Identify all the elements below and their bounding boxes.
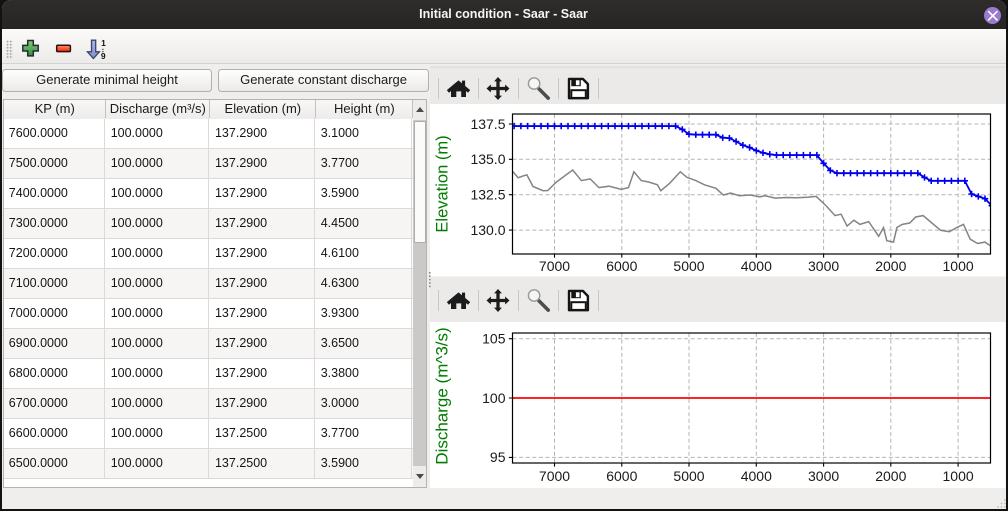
svg-text:4000: 4000 xyxy=(741,258,772,274)
svg-text:137.5: 137.5 xyxy=(470,116,505,132)
svg-text:6000: 6000 xyxy=(606,258,637,274)
svg-text:5000: 5000 xyxy=(673,468,704,484)
svg-text:7000: 7000 xyxy=(539,468,570,484)
svg-text:2000: 2000 xyxy=(875,258,906,274)
svg-text:Discharge (m^3/s): Discharge (m^3/s) xyxy=(433,327,452,464)
svg-text:132.5: 132.5 xyxy=(470,187,505,203)
svg-text:6000: 6000 xyxy=(606,468,637,484)
svg-text:130.0: 130.0 xyxy=(470,222,505,238)
svg-text:100: 100 xyxy=(482,390,506,406)
svg-text:9: 9 xyxy=(100,51,105,61)
svg-text:1: 1 xyxy=(101,38,106,48)
svg-text:2000: 2000 xyxy=(875,468,906,484)
svg-text:135.0: 135.0 xyxy=(470,151,505,167)
svg-text:95: 95 xyxy=(490,449,506,465)
svg-text:3000: 3000 xyxy=(808,468,839,484)
svg-text:7000: 7000 xyxy=(539,258,570,274)
svg-text:4000: 4000 xyxy=(741,468,772,484)
svg-text:1000: 1000 xyxy=(943,258,974,274)
svg-text:105: 105 xyxy=(482,331,506,347)
svg-text:Elevation (m): Elevation (m) xyxy=(434,135,452,232)
svg-text:1000: 1000 xyxy=(943,468,974,484)
svg-text:3000: 3000 xyxy=(808,258,839,274)
svg-text:5000: 5000 xyxy=(673,258,704,274)
